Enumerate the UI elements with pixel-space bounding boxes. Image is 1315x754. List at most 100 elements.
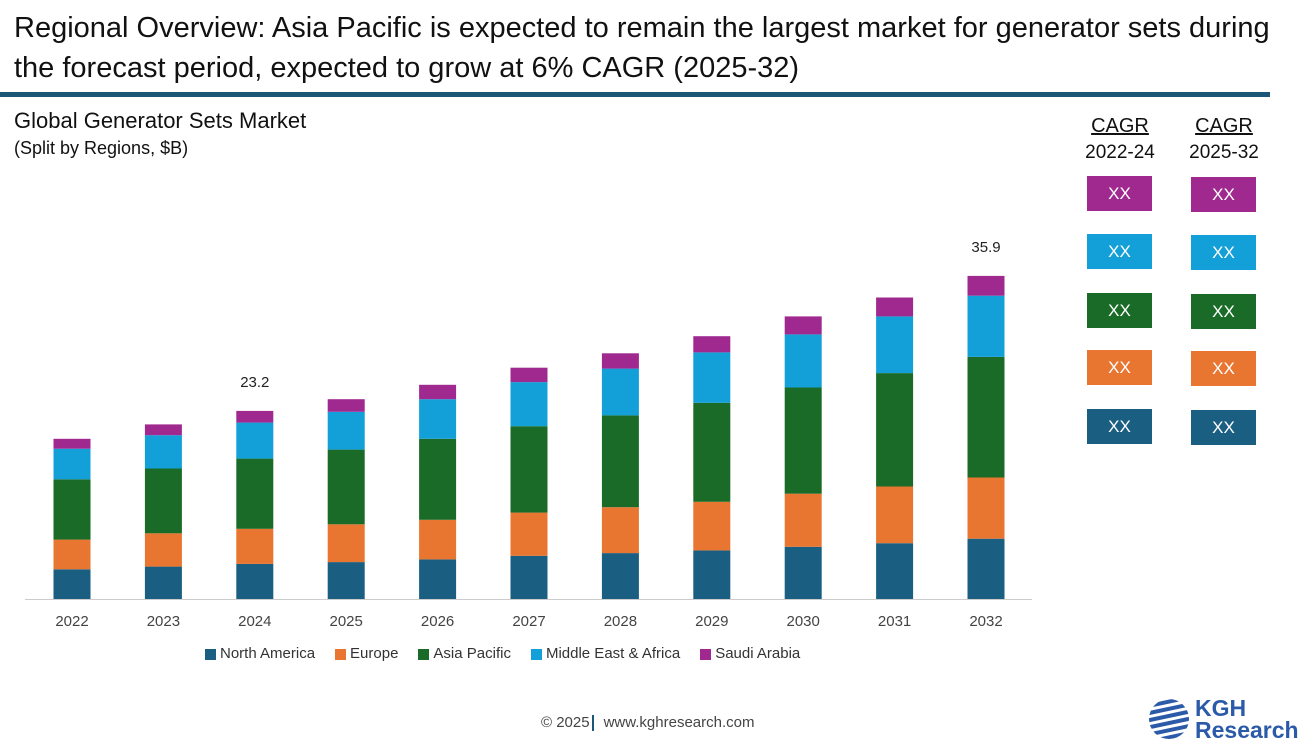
cagr-header-2: CAGR 2025-32 — [1179, 115, 1269, 164]
bar-segment-europe-2022 — [53, 539, 91, 570]
bar-segment-middle-east-africa-2027 — [510, 382, 548, 427]
kgh-research-logo: KGH Research — [1147, 697, 1299, 742]
x-tick-label: 2028 — [604, 613, 637, 630]
bar-segment-saudi-arabia-2032 — [967, 275, 1005, 296]
x-tick-label: 2031 — [878, 613, 911, 630]
bar-segment-middle-east-africa-2026 — [419, 399, 457, 439]
cagr-label: CAGR — [1195, 115, 1253, 137]
cagr-header-1: CAGR 2022-24 — [1075, 115, 1165, 164]
footer: © 2025 www.kghresearch.com — [541, 714, 755, 732]
chart-subtitle: (Split by Regions, $B) — [14, 138, 189, 158]
bar-segment-middle-east-africa-2028 — [601, 368, 639, 416]
cagr-box: XX — [1191, 294, 1256, 329]
bar-segment-asia-pacific-2023 — [144, 468, 182, 534]
bar-segment-saudi-arabia-2029 — [693, 336, 731, 353]
bar-segment-middle-east-africa-2022 — [53, 448, 91, 480]
x-tick-label: 2023 — [147, 613, 180, 630]
bar-segment-saudi-arabia-2025 — [327, 399, 365, 412]
bar-segment-europe-2029 — [693, 501, 731, 551]
copyright: © 2025 — [541, 714, 590, 731]
bar-segment-north-america-2026 — [419, 559, 457, 599]
bar-segment-saudi-arabia-2030 — [784, 316, 822, 335]
bar-segment-north-america-2031 — [876, 543, 914, 599]
bar-segment-europe-2032 — [967, 477, 1005, 539]
cagr-box: XX — [1087, 350, 1152, 385]
cagr-box: XX — [1191, 177, 1256, 212]
bar-segment-saudi-arabia-2026 — [419, 384, 457, 400]
bar-segment-asia-pacific-2028 — [601, 415, 639, 508]
cagr-period: 2022-24 — [1085, 142, 1155, 163]
bar-segment-saudi-arabia-2031 — [876, 297, 914, 317]
bar-segment-middle-east-africa-2032 — [967, 295, 1005, 357]
legend-item: Saudi Arabia — [700, 645, 800, 662]
bar-segment-saudi-arabia-2023 — [144, 424, 182, 436]
bar-segment-saudi-arabia-2024 — [236, 410, 274, 423]
bar-segment-north-america-2030 — [784, 546, 822, 599]
x-tick-label: 2029 — [695, 613, 728, 630]
bar-segment-europe-2031 — [876, 486, 914, 544]
bar-segment-north-america-2024 — [236, 563, 274, 599]
bar-segment-north-america-2032 — [967, 538, 1005, 599]
website-link[interactable]: www.kghresearch.com — [603, 714, 755, 731]
cagr-box: XX — [1087, 293, 1152, 328]
bar-segment-saudi-arabia-2027 — [510, 367, 548, 383]
x-tick-label: 2026 — [421, 613, 454, 630]
bar-segment-europe-2024 — [236, 528, 274, 564]
bar-segment-europe-2026 — [419, 519, 457, 560]
bar-segment-north-america-2023 — [144, 566, 182, 599]
page-title: Regional Overview: Asia Pacific is expec… — [14, 12, 1270, 84]
bar-segment-saudi-arabia-2028 — [601, 353, 639, 369]
bar-segment-north-america-2022 — [53, 569, 91, 599]
bar-segment-asia-pacific-2027 — [510, 426, 548, 513]
bar-segment-north-america-2028 — [601, 553, 639, 599]
cagr-box: XX — [1191, 410, 1256, 445]
legend-item: Europe — [335, 645, 398, 662]
bar-segment-middle-east-africa-2030 — [784, 334, 822, 388]
legend-item: North America — [205, 645, 315, 662]
cagr-box: XX — [1087, 234, 1152, 269]
bar-segment-asia-pacific-2029 — [693, 402, 731, 502]
bar-segment-middle-east-africa-2024 — [236, 422, 274, 459]
data-label: 23.2 — [240, 374, 269, 391]
bar-segment-asia-pacific-2030 — [784, 387, 822, 494]
bar-segment-asia-pacific-2031 — [876, 373, 914, 487]
legend-item: Middle East & Africa — [530, 645, 680, 662]
cagr-box: XX — [1191, 235, 1256, 270]
title-divider — [0, 92, 1270, 97]
bar-segment-middle-east-africa-2023 — [144, 435, 182, 469]
x-tick-label: 2032 — [969, 613, 1002, 630]
x-tick-label: 2022 — [55, 613, 88, 630]
chart-title: Global Generator Sets Market — [14, 108, 307, 133]
bar-segment-saudi-arabia-2022 — [53, 438, 91, 449]
bar-segment-north-america-2029 — [693, 550, 731, 599]
stacked-bar-chart: 2022 2023 2024 23.2 2025 2026 2027 2028 2029 2030… — [25, 239, 1032, 630]
cagr-period: 2025-32 — [1189, 142, 1259, 163]
bar-segment-asia-pacific-2032 — [967, 356, 1005, 478]
bar-segment-asia-pacific-2026 — [419, 438, 457, 520]
bar-segment-middle-east-africa-2025 — [327, 411, 365, 450]
data-label: 35.9 — [971, 239, 1000, 256]
bar-segment-europe-2027 — [510, 512, 548, 556]
bar-segment-north-america-2027 — [510, 555, 548, 599]
cagr-label: CAGR — [1091, 115, 1149, 137]
bar-segment-north-america-2025 — [327, 562, 365, 599]
x-tick-label: 2024 — [238, 613, 271, 630]
x-tick-label: 2027 — [512, 613, 545, 630]
bar-segment-asia-pacific-2022 — [53, 479, 91, 540]
legend: North America Europe Asia Pacific Middle Ea… — [205, 645, 800, 662]
globe-icon — [1149, 699, 1189, 739]
cagr-box: XX — [1087, 176, 1152, 211]
x-tick-label: 2025 — [330, 613, 363, 630]
bar-segment-europe-2025 — [327, 524, 365, 563]
bar-segment-asia-pacific-2025 — [327, 449, 365, 525]
legend-item: Asia Pacific — [418, 645, 511, 662]
bar-segment-middle-east-africa-2031 — [876, 316, 914, 374]
bar-segment-europe-2028 — [601, 507, 639, 554]
bar-segment-middle-east-africa-2029 — [693, 352, 731, 403]
cagr-box: XX — [1191, 351, 1256, 386]
cagr-box: XX — [1087, 409, 1152, 444]
x-tick-label: 2030 — [787, 613, 820, 630]
bar-segment-asia-pacific-2024 — [236, 458, 274, 529]
bar-segment-europe-2030 — [784, 493, 822, 547]
bar-segment-europe-2023 — [144, 533, 182, 567]
